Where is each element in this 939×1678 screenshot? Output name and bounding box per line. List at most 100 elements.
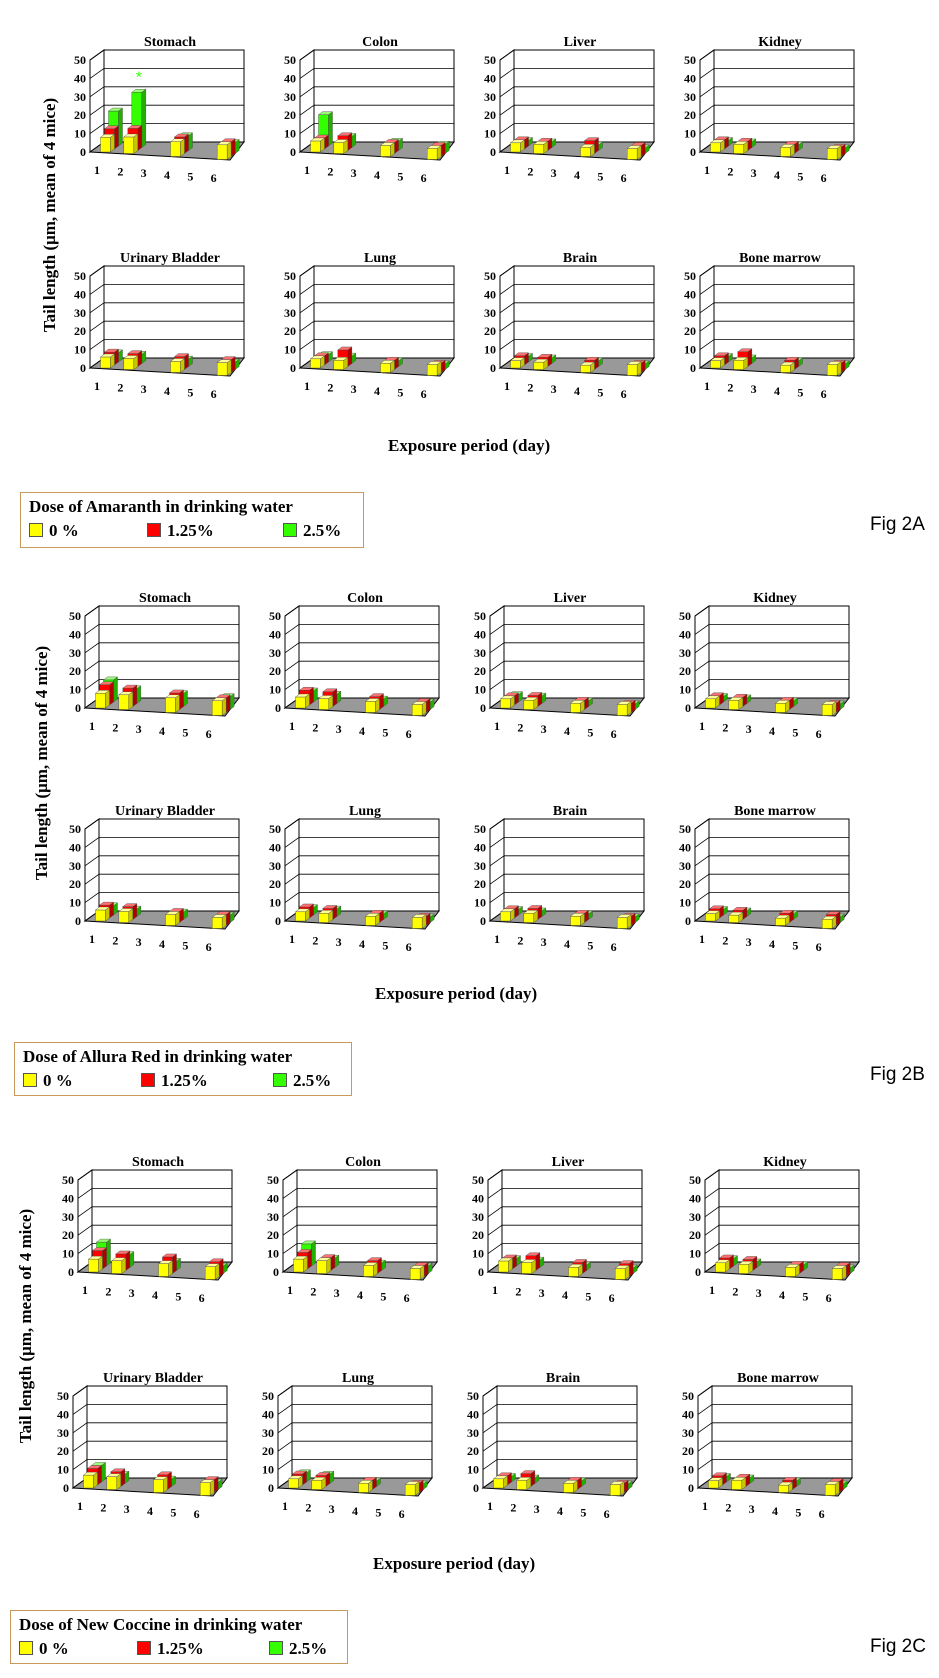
bar-top [824,1481,840,1485]
x-axis-label: Exposure period (day) [375,984,538,1003]
bar-top [122,684,138,689]
gridline [697,1404,713,1415]
back-wall [711,1385,853,1479]
y-tick-label: 40 [69,627,81,641]
y-tick-label: 20 [679,877,691,891]
bar-top [825,911,841,915]
y-tick-label: 30 [474,646,486,660]
y-tick-label: 40 [682,1407,694,1421]
gridline [499,284,515,295]
x-tick-label: 5 [382,725,388,739]
chart-urinary-bladder: Urinary Bladder 0 10 20 30 40 50 1 2 3 4 5 6 [50,250,250,405]
y-tick-label: 50 [62,1173,74,1187]
bar-top [426,361,442,365]
chart-stomach: Stomach 0 10 20 30 40 50 1 2 3 4 5 6 [45,590,245,745]
y-tick-label: 10 [682,1463,694,1477]
y-tick-label: 20 [684,108,696,122]
x-tick-label: 4 [159,937,165,951]
chart-title: Stomach [132,1155,184,1170]
x-tick-label: 3 [351,166,357,180]
x-tick-label: 4 [359,937,365,951]
legend-title: Dose of Allura Red in drinking water [23,1047,293,1066]
x-tick-label: 6 [199,1291,205,1305]
y-tick-label: 30 [74,306,86,320]
x-tick-label: 1 [492,1283,498,1297]
legend-label: 2.5% [303,521,342,540]
bar-top [103,348,120,353]
bar-top [583,357,600,361]
x-tick-label: 4 [574,384,580,398]
chart-svg: Kidney 0 10 20 30 40 50 1 2 3 4 5 6 [679,591,851,741]
bar-top [294,693,311,698]
chart-title: Colon [347,591,383,606]
x-tick-label: 3 [746,722,752,736]
gridline [282,1169,298,1181]
legend-title: Dose of Amaranth in drinking water [29,497,293,516]
x-tick-label: 6 [399,1507,405,1521]
gridline [704,1243,720,1254]
gridline [72,1440,88,1452]
x-tick-label: 4 [772,1504,778,1518]
bar [708,1480,719,1489]
bar-top [499,695,516,700]
chart-urinary-bladder: Urinary Bladder 0 10 20 30 40 50 1 2 3 4 5 6 [45,803,245,958]
chart-svg: Lung 0 10 20 30 40 50 1 2 3 4 5 6 [262,1371,434,1521]
x-tick-label: 2 [312,934,318,948]
x-tick-label: 2 [732,1285,738,1299]
bar-top [102,676,119,681]
y-tick-label: 10 [267,1247,279,1261]
bar-top [728,911,744,916]
chart-colon: Colon 0 10 20 30 40 50 1 2 3 4 5 6 [243,1154,443,1309]
x-tick-label: 1 [89,719,95,733]
bar-top [783,357,800,361]
bar-top [300,1240,317,1245]
chart-colon: Colon 0 10 20 30 40 50 1 2 3 4 5 6 [260,34,460,189]
y-tick-label: 40 [679,840,691,854]
y-tick-label: 20 [269,664,281,678]
back-wall [718,1169,860,1263]
bar [204,1266,216,1280]
bar-top [537,354,553,358]
bar-top [98,681,115,685]
y-tick-label: 50 [262,1389,274,1403]
bar-top [583,137,600,141]
bar-top [317,111,334,115]
x-tick-label: 2 [117,165,123,179]
x-axis-label: Exposure period (day) [388,436,551,455]
side-wall [277,1385,293,1489]
legend-item-0pct: 0 % [23,1071,73,1091]
x-tick-label: 1 [709,1283,715,1297]
back-wall [708,605,850,699]
gridline [282,1188,298,1199]
bar [516,1480,528,1490]
bar-top [94,690,111,694]
legend-item-0pct: 0 % [19,1639,69,1659]
bar-top [784,1264,801,1268]
back-wall [501,1169,643,1263]
y-tick-label: 30 [689,1210,701,1224]
gridline [489,660,505,672]
chart-stomach: Stomach 0 10 20 30 40 50 1 2 3 4 5 6 * [50,34,250,189]
legend-swatch-red [147,523,161,537]
y-tick-label: 30 [62,1210,74,1224]
x-tick-label: 5 [182,938,188,952]
gridline [277,1404,293,1415]
bar-side [311,1240,316,1267]
bar [731,1480,743,1490]
y-tick-label: 10 [679,896,691,910]
x-tick-label: 3 [749,1502,755,1516]
gridline [694,837,710,848]
legend-label: 1.25% [161,1071,208,1090]
bar-top [208,1258,224,1262]
x-tick-label: 2 [727,381,733,395]
y-tick-label: 10 [679,683,691,697]
back-wall [503,818,645,912]
bar-top [513,352,530,357]
x-tick-label: 5 [797,385,803,399]
y-tick-label: 50 [467,1389,479,1403]
y-tick-label: 50 [284,53,296,67]
bar-top [567,1264,584,1268]
legend-label: 0 % [49,521,79,540]
y-tick-label: 10 [57,1463,69,1477]
bar-top [714,1259,731,1264]
